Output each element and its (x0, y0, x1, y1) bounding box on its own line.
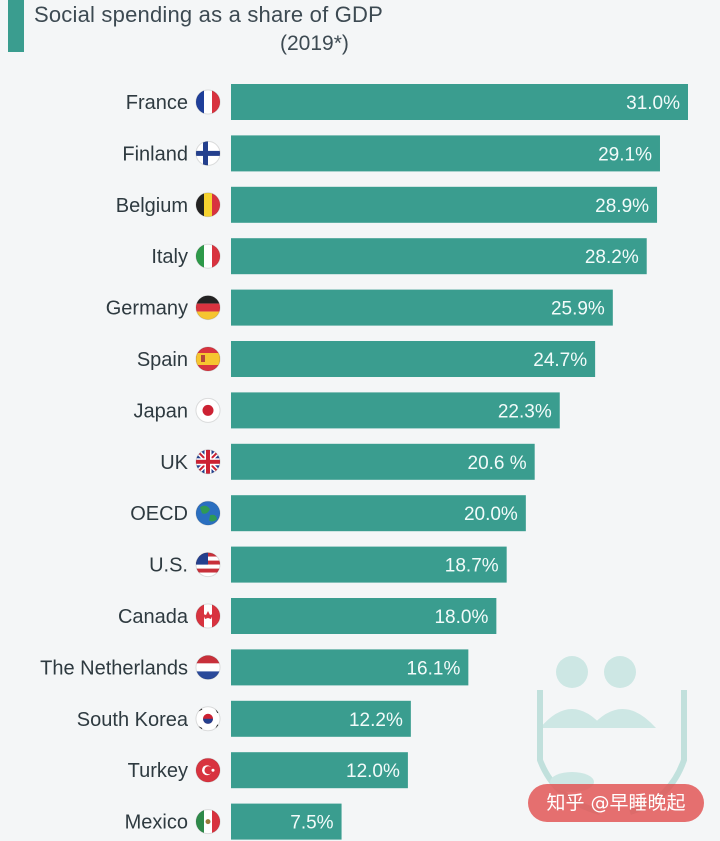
uk-flag-icon (195, 449, 221, 475)
bar (231, 238, 647, 275)
category-label: Finland (122, 143, 188, 165)
category-label: Japan (134, 400, 189, 422)
category-label: Mexico (125, 812, 188, 834)
watermark: 知乎 @早睡晚起 (528, 784, 704, 822)
bar (231, 495, 526, 532)
value-label: 20.0% (464, 504, 518, 525)
netherlands-flag-icon (195, 654, 221, 680)
south-korea-flag-icon (195, 706, 221, 732)
bar (231, 443, 535, 480)
bar (231, 289, 613, 326)
bar (231, 186, 658, 223)
turkey-flag-icon (195, 757, 221, 783)
category-label: Belgium (116, 195, 188, 217)
value-label: 22.3% (498, 401, 552, 422)
globe-icon (195, 500, 221, 526)
value-label: 29.1% (598, 144, 652, 165)
category-label: The Netherlands (40, 657, 188, 679)
value-label: 28.2% (585, 247, 639, 268)
bar (231, 803, 342, 840)
belgium-flag-icon (195, 192, 221, 218)
value-label: 12.2% (349, 710, 403, 731)
bar (231, 341, 596, 377)
value-label: 28.9% (595, 196, 649, 217)
value-label: 12.0% (346, 761, 400, 782)
italy-flag-icon (195, 243, 221, 269)
value-label: 7.5% (290, 813, 333, 834)
bar (231, 392, 560, 429)
bar (231, 700, 411, 737)
japan-flag-icon (195, 397, 221, 423)
bar (231, 752, 408, 789)
category-label: UK (160, 452, 188, 474)
value-label: 16.1% (406, 658, 460, 679)
canada-flag-icon (195, 603, 221, 629)
category-label: OECD (130, 503, 188, 525)
finland-flag-icon (195, 140, 221, 166)
value-label: 24.7% (533, 350, 587, 371)
mexico-flag-icon (195, 809, 221, 835)
bar (231, 598, 497, 634)
value-label: 18.0% (434, 607, 488, 628)
title-accent-bar (8, 0, 24, 52)
category-label: Canada (118, 606, 189, 628)
category-label: France (126, 92, 188, 114)
us-flag-icon (195, 552, 221, 578)
chart-title: Social spending as a share of GDP (34, 2, 384, 27)
value-label: 18.7% (445, 556, 499, 577)
germany-flag-icon (195, 295, 221, 321)
category-label: Italy (151, 246, 188, 268)
value-label: 31.0% (626, 93, 680, 114)
category-label: Spain (137, 349, 188, 371)
bar (231, 135, 660, 172)
bar (231, 649, 469, 686)
france-flag-icon (195, 89, 221, 115)
category-label: Turkey (128, 760, 188, 782)
bar (231, 546, 507, 583)
bar (231, 84, 688, 120)
value-label: 20.6 % (468, 453, 527, 474)
category-label: South Korea (77, 709, 189, 731)
category-label: Germany (106, 298, 188, 320)
chart-subtitle: (2019*) (280, 32, 349, 55)
value-label: 25.9% (551, 299, 605, 320)
category-label: U.S. (149, 555, 188, 577)
spain-flag-icon (195, 346, 221, 372)
